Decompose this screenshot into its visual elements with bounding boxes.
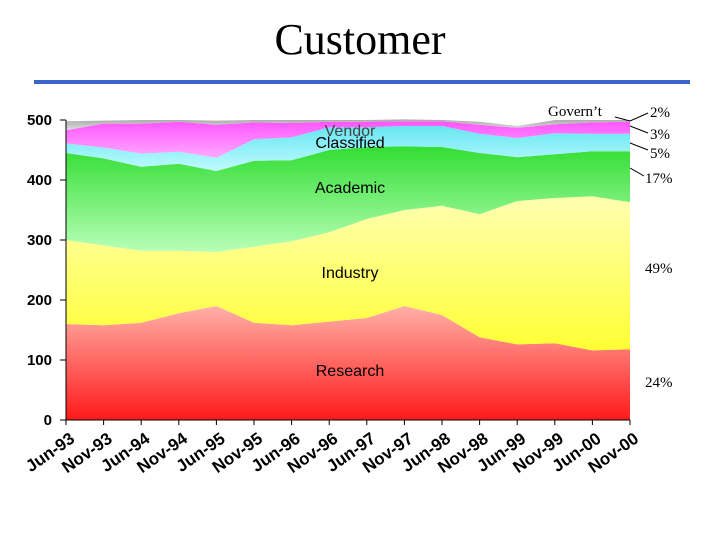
area-governt: [66, 119, 630, 131]
leader-pct-govern: [629, 112, 649, 122]
pct-govern: 2%: [650, 105, 670, 121]
pct-vendor: 3%: [650, 127, 670, 143]
area-research: [66, 306, 630, 420]
title-underline: [34, 80, 690, 84]
y-tick-label: 400: [27, 172, 52, 189]
area-academic: [66, 146, 630, 252]
area-classified: [66, 126, 630, 171]
x-ticks: Jun-93Nov-93Jun-94Nov-94Jun-95Nov-95Jun-…: [22, 420, 642, 477]
y-tick-label: 200: [27, 292, 52, 309]
leader-pct-classified: [629, 142, 649, 151]
label-academic: Academic: [315, 180, 385, 197]
axes: [65, 120, 630, 421]
area-layer: [66, 119, 630, 420]
label-research: Research: [316, 363, 384, 380]
y-tick-label: 500: [27, 112, 52, 129]
area-vendor: [66, 121, 630, 158]
pct-research: 24%: [645, 375, 673, 391]
leader-pct-academic: [629, 167, 645, 177]
leader-pct-vendor: [629, 125, 649, 134]
label-industry: Industry: [322, 265, 379, 282]
label-govern: Govern’t: [548, 104, 603, 120]
pct-industry: 49%: [645, 261, 673, 277]
label-vendor: Vendor: [325, 123, 376, 140]
label-classified: Classified: [315, 135, 384, 152]
y-tick-label: 300: [27, 232, 52, 249]
area-industry: [66, 196, 630, 351]
y-ticks: 0 100 200 300 400 500: [27, 112, 66, 429]
pct-classified: 5%: [650, 146, 670, 162]
y-tick-label: 0: [44, 412, 52, 429]
y-tick-label: 100: [27, 352, 52, 369]
slide-title: Customer: [274, 15, 446, 64]
leader-govern: [614, 116, 631, 122]
pct-academic: 17%: [645, 171, 673, 187]
